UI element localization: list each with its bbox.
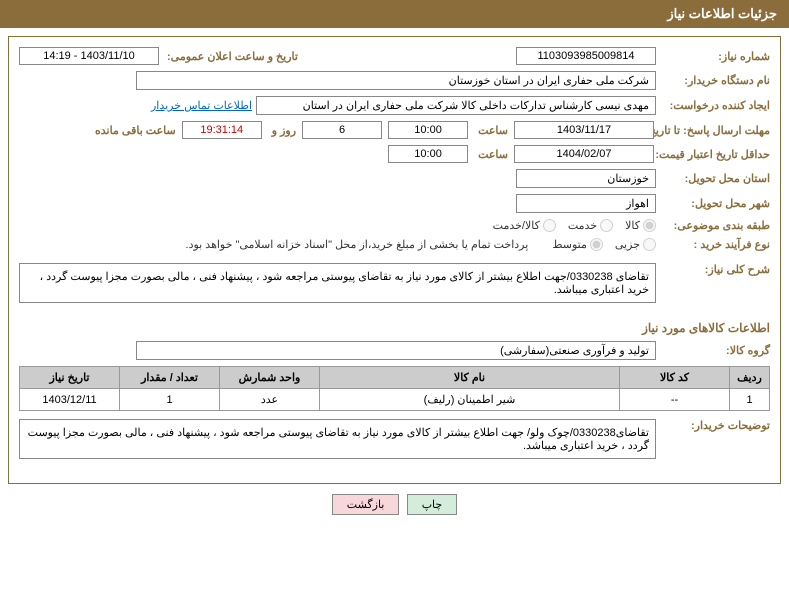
th-code: کد کالا — [620, 367, 730, 389]
days-value: 6 — [302, 121, 382, 139]
city-value: اهواز — [516, 194, 656, 213]
announce-value: 1403/11/10 - 14:19 — [19, 47, 159, 65]
radio-small[interactable]: جزیی — [615, 238, 656, 251]
cell-row: 1 — [730, 389, 770, 411]
table-row: 1--شیر اطمینان (رلیف)عدد11403/12/11 — [20, 389, 770, 411]
cell-date: 1403/12/11 — [20, 389, 120, 411]
deadline-label: مهلت ارسال پاسخ: تا تاریخ: — [660, 124, 770, 137]
goods-group-label: گروه کالا: — [660, 344, 770, 357]
th-unit: واحد شمارش — [220, 367, 320, 389]
time-label-2: ساعت — [474, 148, 508, 161]
time-label-1: ساعت — [474, 124, 508, 137]
back-button[interactable]: بازگشت — [332, 494, 400, 515]
cell-unit: عدد — [220, 389, 320, 411]
radio-goods[interactable]: کالا — [625, 219, 656, 232]
th-date: تاریخ نیاز — [20, 367, 120, 389]
buyer-org-value: شرکت ملی حفاری ایران در استان خوزستان — [136, 71, 656, 90]
th-qty: تعداد / مقدار — [120, 367, 220, 389]
need-number-value: 1103093985009814 — [516, 47, 656, 65]
panel-header: جزئیات اطلاعات نیاز — [0, 0, 789, 28]
goods-group-value: تولید و فرآوری صنعتی(سفارشی) — [136, 341, 656, 360]
validity-time: 10:00 — [388, 145, 468, 163]
goods-info-title: اطلاعات کالاهای مورد نیاز — [19, 321, 770, 335]
th-name: نام کالا — [320, 367, 620, 389]
category-radio-group: کالا خدمت کالا/خدمت — [493, 219, 656, 232]
countdown: 19:31:14 — [182, 121, 262, 139]
payment-note: پرداخت تمام یا بخشی از مبلغ خرید،از محل … — [186, 238, 529, 251]
radio-service[interactable]: خدمت — [568, 219, 613, 232]
deadline-date: 1403/11/17 — [514, 121, 654, 139]
th-row: ردیف — [730, 367, 770, 389]
city-label: شهر محل تحویل: — [660, 197, 770, 210]
province-label: استان محل تحویل: — [660, 172, 770, 185]
main-panel: شماره نیاز: 1103093985009814 تاریخ و ساع… — [8, 36, 781, 484]
cell-code: -- — [620, 389, 730, 411]
summary-text: تقاضای 0330238/جهت اطلاع بیشتر از کالای … — [19, 263, 656, 303]
contact-link[interactable]: اطلاعات تماس خریدار — [151, 99, 252, 112]
radio-both[interactable]: کالا/خدمت — [493, 219, 556, 232]
category-label: طبقه بندی موضوعی: — [660, 219, 770, 232]
requester-value: مهدی نیسی کارشناس تدارکات داخلی کالا شرک… — [256, 96, 656, 115]
radio-medium[interactable]: متوسط — [552, 238, 603, 251]
cell-name: شیر اطمینان (رلیف) — [320, 389, 620, 411]
process-radio-group: جزیی متوسط — [552, 238, 656, 251]
print-button[interactable]: چاپ — [407, 494, 458, 515]
days-label: روز و — [268, 124, 296, 137]
need-number-label: شماره نیاز: — [660, 50, 770, 63]
goods-table: ردیف کد کالا نام کالا واحد شمارش تعداد /… — [19, 366, 770, 411]
cell-qty: 1 — [120, 389, 220, 411]
buyer-notes-label: توضیحات خریدار: — [660, 419, 770, 432]
validity-label: حداقل تاریخ اعتبار قیمت: تا تاریخ: — [660, 148, 770, 161]
remaining-label: ساعت باقی مانده — [91, 124, 176, 137]
province-value: خوزستان — [516, 169, 656, 188]
buyer-notes-text: تقاضای0330238/چوک ولو/ جهت اطلاع بیشتر ا… — [19, 419, 656, 459]
summary-label: شرح کلی نیاز: — [660, 263, 770, 276]
announce-label: تاریخ و ساعت اعلان عمومی: — [163, 50, 298, 63]
deadline-time: 10:00 — [388, 121, 468, 139]
buyer-org-label: نام دستگاه خریدار: — [660, 74, 770, 87]
validity-date: 1404/02/07 — [514, 145, 654, 163]
requester-label: ایجاد کننده درخواست: — [660, 99, 770, 112]
process-label: نوع فرآیند خرید : — [660, 238, 770, 251]
